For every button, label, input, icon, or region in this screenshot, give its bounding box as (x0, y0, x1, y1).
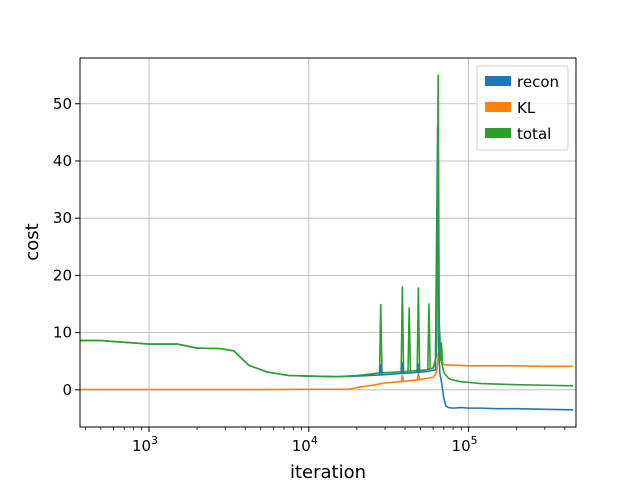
spike-total (426, 303, 431, 370)
spike-total (400, 286, 405, 372)
y-tick-label: 40 (53, 152, 72, 170)
y-tick-label: 0 (62, 381, 72, 399)
spike-total (439, 342, 444, 361)
y-axis: 0 10 20 30 40 50 (53, 95, 80, 399)
spike-total (378, 303, 383, 373)
x-axis-label: iteration (290, 462, 366, 480)
x-tick-label: 105 (452, 434, 478, 455)
x-tick-label: 104 (292, 434, 318, 455)
series-line-total (80, 74, 573, 387)
series-line-KL (80, 348, 573, 391)
plot-area (80, 74, 573, 411)
spike-recon (416, 363, 421, 373)
axes-frame (79, 57, 577, 428)
legend-swatch-total (485, 128, 511, 138)
legend: recon KL total (476, 65, 569, 151)
spike-recon (400, 362, 405, 374)
y-tick-label: 30 (53, 209, 72, 227)
legend-swatch-KL (485, 102, 511, 112)
spike-KL (400, 374, 405, 382)
spike-recon (378, 363, 383, 375)
x-tick-label: 103 (132, 434, 158, 455)
legend-label-recon: recon (517, 73, 559, 91)
y-tick-label: 20 (53, 266, 72, 284)
x-axis: 103 104 105 (85, 427, 566, 455)
legend-swatch-recon (485, 76, 511, 86)
spike-total (416, 287, 421, 371)
y-tick-label: 50 (53, 95, 72, 113)
spike-total (407, 307, 412, 372)
spike-KL (416, 373, 421, 380)
legend-label-KL: KL (517, 99, 536, 117)
y-axis-label: cost (22, 223, 43, 260)
y-tick-label: 10 (53, 324, 72, 342)
legend-label-total: total (517, 125, 551, 143)
